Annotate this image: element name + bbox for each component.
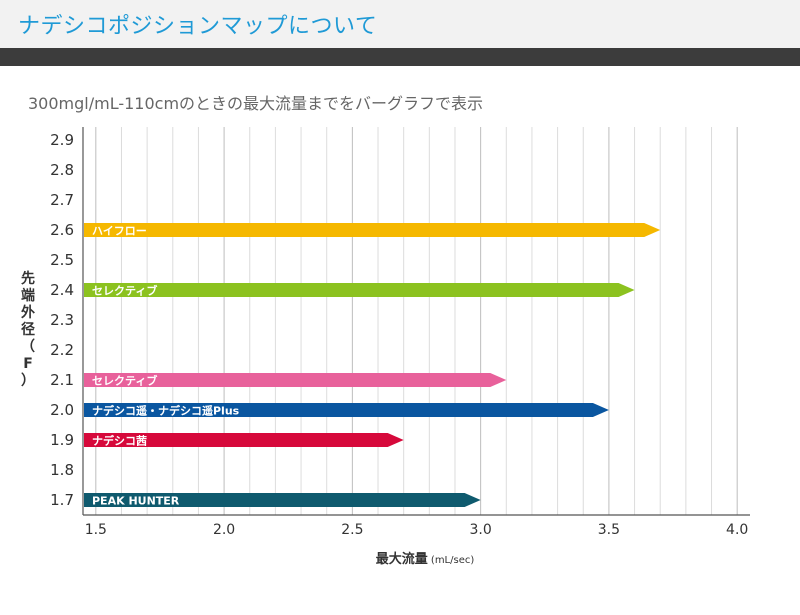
y-tick-label: 1.9: [50, 431, 74, 449]
y-tick-label: 2.0: [50, 401, 74, 419]
bar-label: ハイフロー: [92, 225, 147, 238]
chart-subtitle: 300mgl/mL-110cmのときの最大流量までをバーグラフで表示: [28, 94, 484, 113]
y-tick-label: 2.1: [50, 371, 74, 389]
x-tick-label: 4.0: [726, 522, 748, 538]
y-tick-label: 2.6: [50, 221, 74, 239]
bar-label: ナデシコ遥・ナデシコ遥Plus: [92, 404, 240, 418]
y-tick-label: 2.4: [50, 281, 74, 299]
y-tick-label: 2.2: [50, 341, 74, 359]
x-tick-label: 2.0: [213, 522, 235, 538]
y-tick-label: 2.3: [50, 311, 74, 329]
y-axis-label-char: ）: [21, 373, 35, 389]
x-axis-label-unit: (mL/sec): [428, 555, 475, 566]
x-tick-label: 2.5: [341, 522, 363, 538]
bar: [84, 433, 404, 447]
x-tick-label: 3.5: [598, 522, 620, 538]
y-axis-label-char: 外: [21, 304, 35, 321]
x-tick-label: 1.5: [85, 522, 107, 538]
header-divider: [0, 48, 800, 66]
x-axis-label: 最大流量 (mL/sec): [376, 551, 475, 567]
header-band: ナデシコポジションマップについて: [0, 0, 800, 48]
y-tick-label: 2.8: [50, 161, 74, 179]
bar: [84, 223, 661, 237]
bar: [84, 373, 507, 387]
x-axis-label-main: 最大流量: [376, 551, 428, 567]
y-tick-label: 2.5: [50, 251, 74, 269]
bar: [84, 283, 635, 297]
y-axis-label-char: （: [21, 339, 35, 355]
bar: [84, 493, 481, 507]
bar: [84, 403, 609, 417]
y-tick-label: 2.9: [50, 131, 74, 149]
y-tick-label: 1.8: [50, 461, 74, 479]
bar-label: PEAK HUNTER: [92, 495, 180, 508]
y-axis-label-char: 先: [21, 270, 35, 287]
y-axis-label-char: F: [23, 356, 33, 372]
y-tick-label: 1.7: [50, 491, 74, 509]
bar-label: ナデシコ茜: [92, 434, 147, 448]
page-title: ナデシコポジションマップについて: [18, 14, 378, 39]
bar-label: セレクティブ: [92, 284, 157, 298]
y-axis-label-char: 端: [21, 287, 35, 304]
y-axis-label-char: 径: [21, 321, 35, 338]
y-tick-label: 2.7: [50, 191, 74, 209]
x-tick-label: 3.0: [470, 522, 492, 538]
bar-label: セレクティブ: [92, 374, 157, 388]
